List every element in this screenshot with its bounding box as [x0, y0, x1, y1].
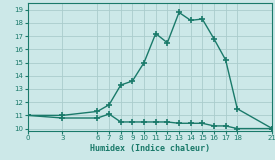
X-axis label: Humidex (Indice chaleur): Humidex (Indice chaleur): [90, 144, 210, 153]
